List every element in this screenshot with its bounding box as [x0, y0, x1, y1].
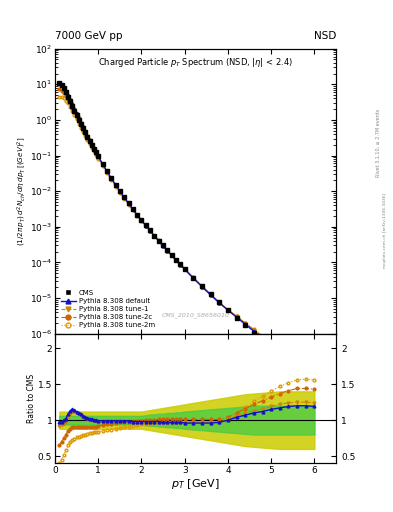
Text: CMS_2010_S8656010: CMS_2010_S8656010 [162, 312, 230, 318]
X-axis label: $p_T$ [GeV]: $p_T$ [GeV] [171, 477, 220, 490]
Text: 7000 GeV pp: 7000 GeV pp [55, 31, 123, 41]
Text: mcplots.cern.ch [arXiv:1306.3436]: mcplots.cern.ch [arXiv:1306.3436] [383, 193, 387, 268]
Y-axis label: Ratio to CMS: Ratio to CMS [28, 374, 37, 423]
Y-axis label: $(1/2\pi\,p_T)\,d^2N_{ch}/d\eta\,dp_T\,[(GeV)^2]$: $(1/2\pi\,p_T)\,d^2N_{ch}/d\eta\,dp_T\,[… [15, 136, 28, 246]
Text: Rivet 3.1.10, ≥ 2.7M events: Rivet 3.1.10, ≥ 2.7M events [376, 109, 380, 178]
Legend: CMS, Pythia 8.308 default, Pythia 8.308 tune-1, Pythia 8.308 tune-2c, Pythia 8.3: CMS, Pythia 8.308 default, Pythia 8.308 … [59, 288, 157, 330]
Text: Charged Particle $p_T$ Spectrum (NSD, |$\eta$| < 2.4): Charged Particle $p_T$ Spectrum (NSD, |$… [98, 56, 293, 69]
Text: NSD: NSD [314, 31, 336, 41]
